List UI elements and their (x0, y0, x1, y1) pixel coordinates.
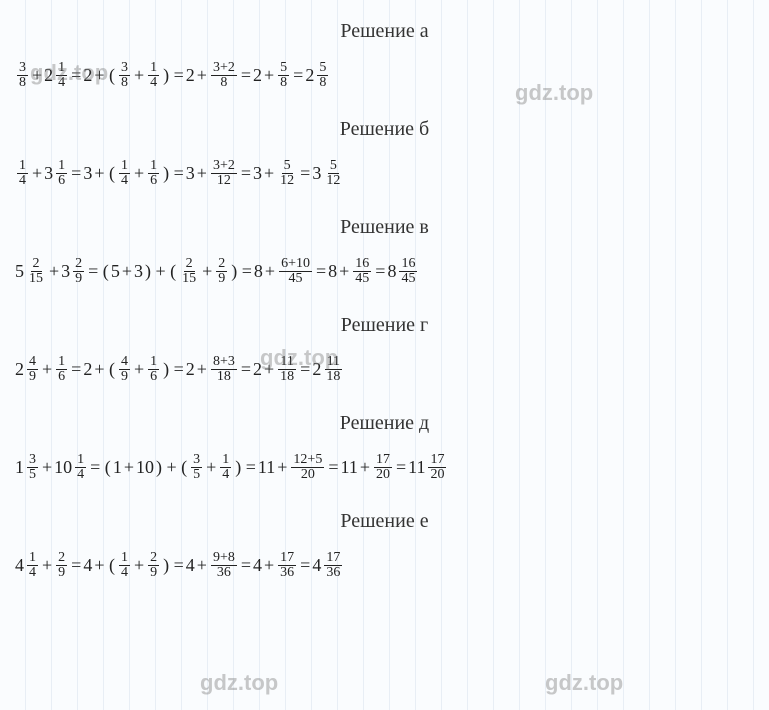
section-a: Решение а 38 + 214 = 2 + ( 38 + 14 ) = 2… (15, 20, 754, 90)
section-title: Решение а (15, 20, 754, 43)
equation: 414 + 29 = 4 + ( 14 + 29 ) = 4 + 9+836 =… (15, 551, 754, 580)
equation: 38 + 214 = 2 + ( 38 + 14 ) = 2 + 3+28 = … (15, 61, 754, 90)
section-title: Решение е (15, 510, 754, 533)
section-g: Решение г 249 + 16 = 2 + ( 49 + 16 ) = 2… (15, 314, 754, 384)
equation: 14 + 316 = 3 + ( 14 + 16 ) = 3 + 3+212 =… (15, 159, 754, 188)
section-v: Решение в 5215 + 329 = (5 + 3) + ( 215 +… (15, 216, 754, 286)
section-title: Решение б (15, 118, 754, 141)
equation: 249 + 16 = 2 + ( 49 + 16 ) = 2 + 8+318 =… (15, 355, 754, 384)
watermark: gdz.top (200, 670, 278, 696)
section-d: Решение д 135 + 1014 = (1 + 10) + ( 35 +… (15, 412, 754, 482)
equation: 135 + 1014 = (1 + 10) + ( 35 + 14 ) = 11… (15, 453, 754, 482)
watermark: gdz.top (545, 670, 623, 696)
section-title: Решение в (15, 216, 754, 239)
section-e: Решение е 414 + 29 = 4 + ( 14 + 29 ) = 4… (15, 510, 754, 580)
equation: 5215 + 329 = (5 + 3) + ( 215 + 29 ) = 8 … (15, 257, 754, 286)
section-title: Решение д (15, 412, 754, 435)
section-b: Решение б 14 + 316 = 3 + ( 14 + 16 ) = 3… (15, 118, 754, 188)
section-title: Решение г (15, 314, 754, 337)
